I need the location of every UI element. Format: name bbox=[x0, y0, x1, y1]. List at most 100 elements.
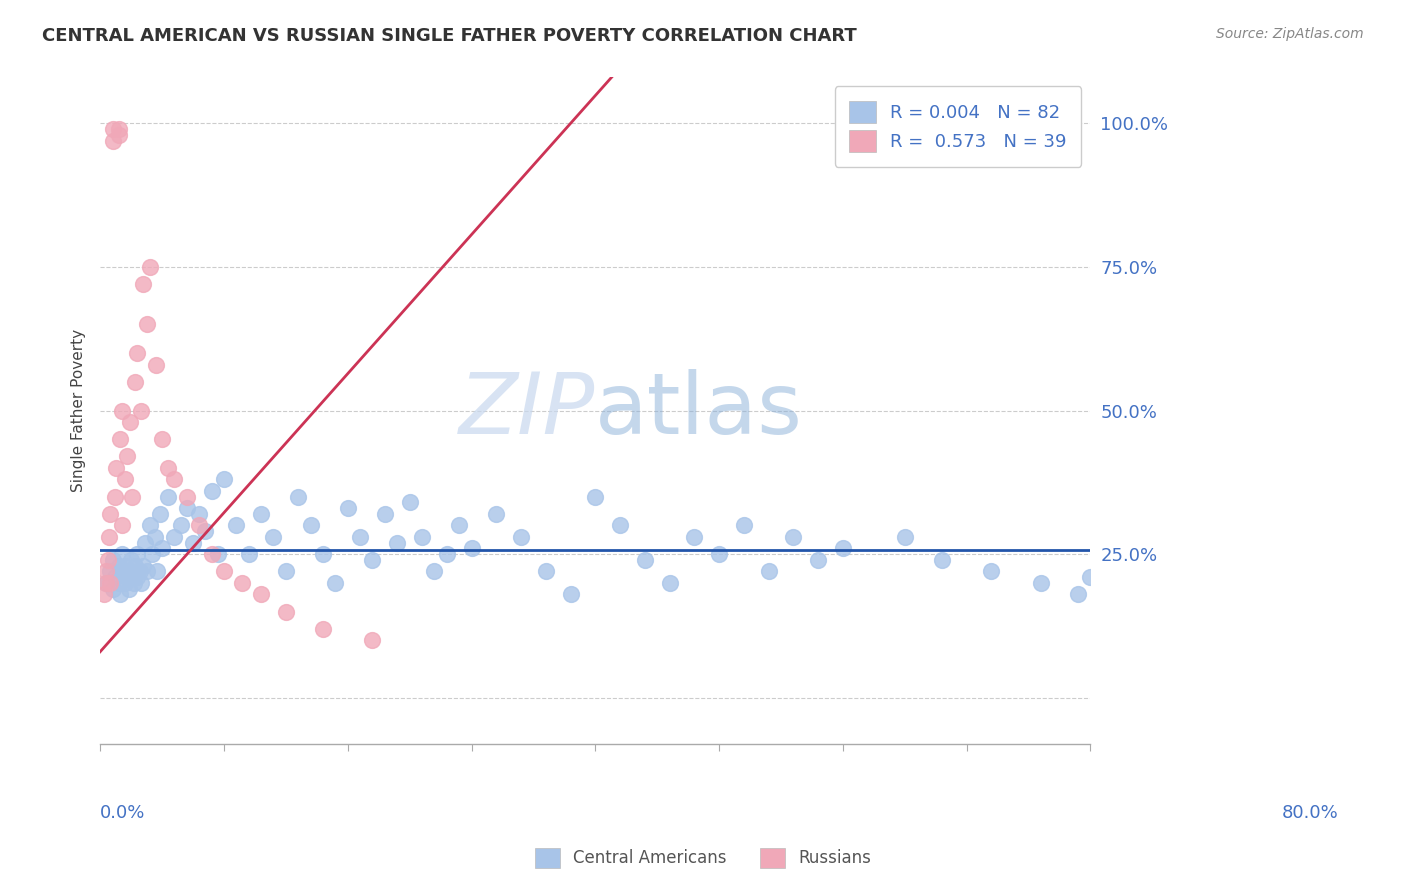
Point bbox=[312, 622, 335, 636]
Point bbox=[134, 535, 156, 549]
Point bbox=[132, 277, 155, 292]
Point bbox=[98, 575, 121, 590]
Point bbox=[117, 450, 139, 464]
Point bbox=[176, 501, 198, 516]
Point bbox=[460, 541, 482, 556]
Point bbox=[128, 565, 150, 579]
Point bbox=[758, 565, 780, 579]
Point bbox=[136, 565, 159, 579]
Point bbox=[225, 518, 247, 533]
Point bbox=[96, 575, 118, 590]
Point bbox=[485, 507, 508, 521]
Point bbox=[107, 128, 129, 142]
Point bbox=[105, 461, 128, 475]
Text: 80.0%: 80.0% bbox=[1281, 804, 1339, 822]
Point bbox=[132, 558, 155, 573]
Point bbox=[287, 490, 309, 504]
Point bbox=[124, 375, 146, 389]
Point bbox=[658, 575, 681, 590]
Point bbox=[101, 122, 124, 136]
Point bbox=[163, 473, 186, 487]
Text: atlas: atlas bbox=[595, 369, 803, 452]
Point bbox=[188, 518, 211, 533]
Text: CENTRAL AMERICAN VS RUSSIAN SINGLE FATHER POVERTY CORRELATION CHART: CENTRAL AMERICAN VS RUSSIAN SINGLE FATHE… bbox=[42, 27, 856, 45]
Point bbox=[129, 403, 152, 417]
Point bbox=[250, 507, 273, 521]
Point bbox=[262, 530, 284, 544]
Point bbox=[436, 547, 458, 561]
Point bbox=[107, 122, 129, 136]
Point bbox=[138, 260, 160, 274]
Point bbox=[707, 547, 730, 561]
Point bbox=[733, 518, 755, 533]
Point bbox=[145, 358, 167, 372]
Point bbox=[1029, 575, 1052, 590]
Point bbox=[111, 547, 134, 561]
Point bbox=[411, 530, 433, 544]
Point bbox=[250, 587, 273, 601]
Point bbox=[138, 518, 160, 533]
Point bbox=[150, 432, 173, 446]
Point bbox=[176, 490, 198, 504]
Point bbox=[200, 547, 222, 561]
Text: Source: ZipAtlas.com: Source: ZipAtlas.com bbox=[1216, 27, 1364, 41]
Point bbox=[931, 553, 953, 567]
Point bbox=[157, 490, 180, 504]
Point bbox=[336, 501, 359, 516]
Point bbox=[120, 565, 142, 579]
Point bbox=[93, 587, 115, 601]
Point bbox=[114, 558, 136, 573]
Point bbox=[118, 415, 141, 429]
Point bbox=[634, 553, 657, 567]
Point bbox=[121, 490, 143, 504]
Point bbox=[683, 530, 706, 544]
Point bbox=[114, 575, 136, 590]
Point bbox=[98, 507, 121, 521]
Point bbox=[398, 495, 420, 509]
Point bbox=[894, 530, 917, 544]
Point bbox=[111, 403, 134, 417]
Point bbox=[449, 518, 471, 533]
Point bbox=[200, 483, 222, 498]
Point bbox=[560, 587, 582, 601]
Point bbox=[609, 518, 631, 533]
Point bbox=[127, 570, 149, 584]
Point bbox=[107, 558, 129, 573]
Point bbox=[104, 570, 127, 584]
Point bbox=[980, 565, 1002, 579]
Point bbox=[157, 461, 180, 475]
Point bbox=[299, 518, 322, 533]
Point bbox=[129, 575, 152, 590]
Point bbox=[117, 582, 139, 596]
Point bbox=[238, 547, 260, 561]
Point bbox=[207, 547, 229, 561]
Point bbox=[361, 553, 384, 567]
Point bbox=[374, 507, 396, 521]
Point bbox=[148, 507, 170, 521]
Legend: Central Americans, Russians: Central Americans, Russians bbox=[529, 841, 877, 875]
Point bbox=[108, 432, 131, 446]
Point bbox=[143, 530, 166, 544]
Point bbox=[104, 490, 127, 504]
Point bbox=[146, 565, 169, 579]
Point bbox=[361, 633, 384, 648]
Point bbox=[169, 518, 191, 533]
Point bbox=[101, 553, 124, 567]
Point bbox=[510, 530, 533, 544]
Point bbox=[120, 553, 142, 567]
Point bbox=[111, 565, 134, 579]
Point bbox=[96, 575, 118, 590]
Point bbox=[274, 605, 297, 619]
Point bbox=[387, 535, 409, 549]
Point bbox=[1080, 570, 1102, 584]
Point bbox=[96, 553, 118, 567]
Point bbox=[534, 565, 557, 579]
Point bbox=[124, 558, 146, 573]
Point bbox=[136, 318, 159, 332]
Y-axis label: Single Father Poverty: Single Father Poverty bbox=[72, 329, 86, 492]
Point bbox=[117, 570, 139, 584]
Point bbox=[111, 518, 134, 533]
Point bbox=[108, 587, 131, 601]
Point bbox=[583, 490, 606, 504]
Point bbox=[101, 582, 124, 596]
